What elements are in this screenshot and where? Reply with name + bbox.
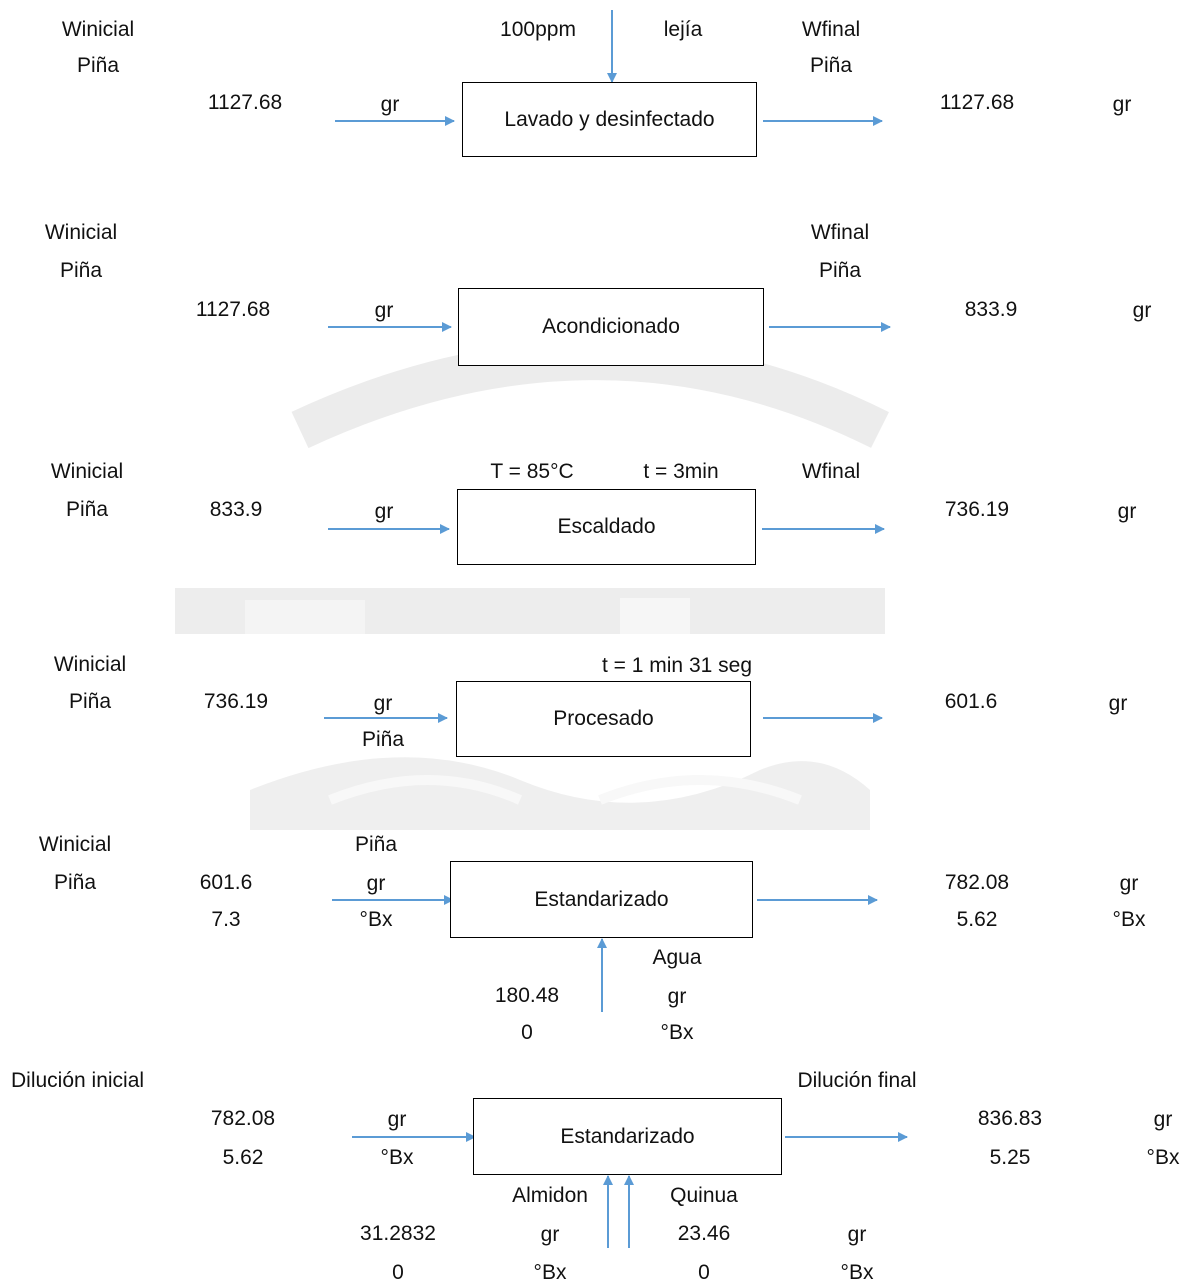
output-unit: gr (1119, 872, 1139, 895)
input-material: Piña (76, 54, 120, 77)
temperature: T = 85°C (490, 460, 574, 483)
output-brix: 5.25 (989, 1146, 1031, 1169)
output-label: Wfinal (801, 460, 861, 483)
output-value: 1127.68 (939, 91, 1015, 114)
almidon-value: 31.2832 (360, 1222, 436, 1245)
input-brix: 5.62 (222, 1146, 264, 1169)
quinua-brix: 0 (698, 1261, 710, 1284)
output-value: 736.19 (944, 498, 1010, 521)
output-value: 601.6 (944, 690, 998, 713)
almidon-brix: 0 (392, 1261, 404, 1284)
almidon-label: Almidon (512, 1184, 588, 1207)
input-brix-unit: °Bx (359, 908, 393, 931)
output-label: Wfinal (810, 221, 870, 244)
output-brix-unit: °Bx (1146, 1146, 1180, 1169)
input-material: Piña (53, 871, 97, 894)
input-value: 1127.68 (207, 91, 283, 114)
output-unit: gr (1108, 692, 1128, 715)
input-unit: gr (380, 93, 400, 116)
water-brix-unit: °Bx (660, 1021, 694, 1044)
quinua-label: Quinua (670, 1184, 738, 1207)
input-value: 736.19 (203, 690, 269, 713)
input-label: Winicial (50, 460, 124, 483)
output-unit: gr (1132, 299, 1152, 322)
input-unit: gr (387, 1108, 407, 1131)
output-unit: gr (1117, 500, 1137, 523)
reagent-concentration: 100ppm (500, 18, 576, 41)
input-unit: gr (366, 872, 386, 895)
input-label: Dilución inicial (11, 1069, 145, 1092)
input-brix-unit: °Bx (380, 1146, 414, 1169)
input-value: 1127.68 (195, 298, 271, 321)
output-brix-unit: °Bx (1112, 908, 1146, 931)
output-material: Piña (809, 54, 853, 77)
input-material: Piña (68, 690, 112, 713)
input-value: 782.08 (210, 1107, 276, 1130)
process-box-estandarizado-final: Estandarizado (473, 1098, 782, 1175)
input-value: 833.9 (209, 498, 263, 521)
output-label: Wfinal (801, 18, 861, 41)
input-unit: gr (374, 500, 394, 523)
output-label: Dilución final (797, 1069, 917, 1092)
output-value: 833.9 (964, 298, 1018, 321)
input-label: Winicial (44, 221, 118, 244)
reagent-name: lejía (663, 18, 703, 41)
input-label: Winicial (53, 653, 127, 676)
water-brix: 0 (521, 1021, 533, 1044)
almidon-unit: gr (540, 1223, 560, 1246)
almidon-brix-unit: °Bx (533, 1261, 567, 1284)
quinua-value: 23.46 (677, 1222, 731, 1245)
input-brix: 7.3 (211, 908, 241, 931)
output-material: Piña (818, 259, 862, 282)
output-unit: gr (1112, 93, 1132, 116)
process-box-acondicionado: Acondicionado (458, 288, 764, 366)
quinua-brix-unit: °Bx (840, 1261, 874, 1284)
water-value: 180.48 (494, 984, 560, 1007)
output-value: 836.83 (977, 1107, 1043, 1130)
process-box-estandarizado: Estandarizado (450, 861, 753, 938)
input-unit: gr (374, 299, 394, 322)
input-value: 601.6 (199, 871, 253, 894)
output-value: 782.08 (944, 871, 1010, 894)
input-material: Piña (59, 259, 103, 282)
output-brix: 5.62 (956, 908, 998, 931)
input-material: Piña (65, 498, 109, 521)
input-label: Winicial (38, 833, 112, 856)
water-unit: gr (667, 985, 687, 1008)
process-box-procesado: Procesado (456, 681, 751, 757)
time: t = 1 min 31 seg (601, 654, 753, 677)
process-box-escaldado: Escaldado (457, 489, 756, 565)
water-label: Agua (652, 946, 702, 969)
process-box-lavado: Lavado y desinfectado (462, 82, 757, 157)
input-label: Winicial (61, 18, 135, 41)
input-sub-material: Piña (361, 728, 405, 751)
quinua-unit: gr (847, 1223, 867, 1246)
output-unit: gr (1153, 1108, 1173, 1131)
input-top-material: Piña (354, 833, 398, 856)
time: t = 3min (643, 460, 719, 483)
input-unit: gr (373, 692, 393, 715)
